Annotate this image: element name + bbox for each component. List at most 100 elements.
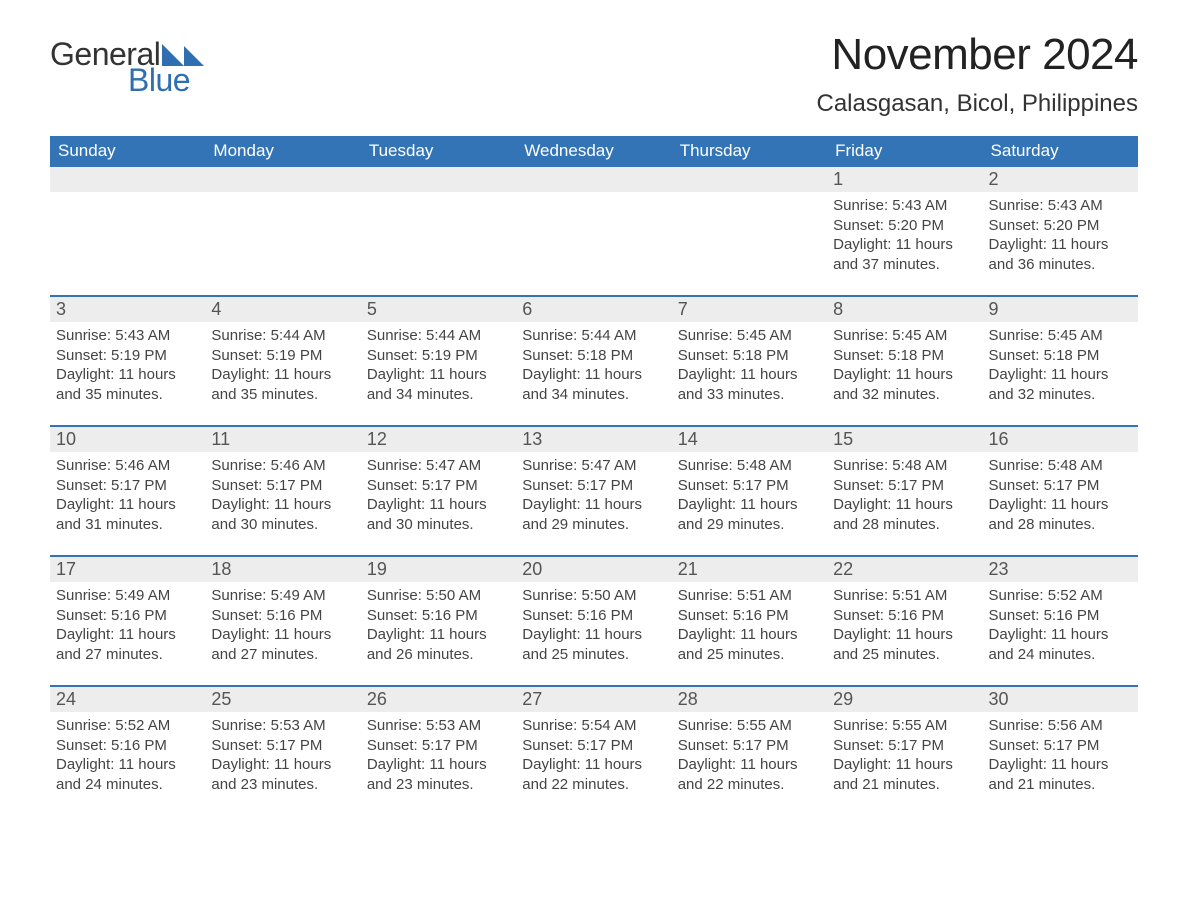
day-number	[516, 167, 671, 192]
day-details: Sunrise: 5:43 AMSunset: 5:20 PMDaylight:…	[827, 192, 982, 280]
day-cell: 10Sunrise: 5:46 AMSunset: 5:17 PMDayligh…	[50, 427, 205, 555]
day-day1: Daylight: 11 hours	[678, 495, 821, 515]
day-day2: and 25 minutes.	[678, 645, 821, 665]
day-sunset: Sunset: 5:16 PM	[367, 606, 510, 626]
day-day2: and 21 minutes.	[833, 775, 976, 795]
day-number: 26	[361, 687, 516, 712]
day-sunrise: Sunrise: 5:48 AM	[833, 456, 976, 476]
day-day2: and 28 minutes.	[989, 515, 1132, 535]
day-details: Sunrise: 5:55 AMSunset: 5:17 PMDaylight:…	[672, 712, 827, 800]
day-cell: 16Sunrise: 5:48 AMSunset: 5:17 PMDayligh…	[983, 427, 1138, 555]
logo-blue-text: Blue	[128, 64, 204, 96]
day-cell: 11Sunrise: 5:46 AMSunset: 5:17 PMDayligh…	[205, 427, 360, 555]
day-day1: Daylight: 11 hours	[56, 755, 199, 775]
day-day2: and 27 minutes.	[211, 645, 354, 665]
day-sunset: Sunset: 5:20 PM	[833, 216, 976, 236]
day-sunset: Sunset: 5:16 PM	[989, 606, 1132, 626]
day-cell: 4Sunrise: 5:44 AMSunset: 5:19 PMDaylight…	[205, 297, 360, 425]
day-sunrise: Sunrise: 5:44 AM	[367, 326, 510, 346]
day-number: 11	[205, 427, 360, 452]
day-cell: 21Sunrise: 5:51 AMSunset: 5:16 PMDayligh…	[672, 557, 827, 685]
day-details: Sunrise: 5:45 AMSunset: 5:18 PMDaylight:…	[827, 322, 982, 410]
day-cell: 7Sunrise: 5:45 AMSunset: 5:18 PMDaylight…	[672, 297, 827, 425]
day-details: Sunrise: 5:53 AMSunset: 5:17 PMDaylight:…	[361, 712, 516, 800]
day-number: 1	[827, 167, 982, 192]
day-sunrise: Sunrise: 5:53 AM	[367, 716, 510, 736]
day-sunrise: Sunrise: 5:50 AM	[522, 586, 665, 606]
day-sunrise: Sunrise: 5:44 AM	[211, 326, 354, 346]
day-sunset: Sunset: 5:16 PM	[833, 606, 976, 626]
day-day2: and 33 minutes.	[678, 385, 821, 405]
day-number: 13	[516, 427, 671, 452]
day-details: Sunrise: 5:53 AMSunset: 5:17 PMDaylight:…	[205, 712, 360, 800]
day-day1: Daylight: 11 hours	[989, 365, 1132, 385]
day-day2: and 24 minutes.	[989, 645, 1132, 665]
day-day1: Daylight: 11 hours	[56, 495, 199, 515]
day-day2: and 21 minutes.	[989, 775, 1132, 795]
day-day1: Daylight: 11 hours	[989, 755, 1132, 775]
day-sunrise: Sunrise: 5:56 AM	[989, 716, 1132, 736]
day-cell-empty	[672, 167, 827, 295]
day-day1: Daylight: 11 hours	[989, 625, 1132, 645]
day-number: 19	[361, 557, 516, 582]
day-cell: 18Sunrise: 5:49 AMSunset: 5:16 PMDayligh…	[205, 557, 360, 685]
day-sunrise: Sunrise: 5:55 AM	[678, 716, 821, 736]
day-cell: 15Sunrise: 5:48 AMSunset: 5:17 PMDayligh…	[827, 427, 982, 555]
day-details: Sunrise: 5:45 AMSunset: 5:18 PMDaylight:…	[983, 322, 1138, 410]
day-details: Sunrise: 5:47 AMSunset: 5:17 PMDaylight:…	[516, 452, 671, 540]
weekday-tuesday: Tuesday	[361, 136, 516, 167]
day-cell-empty	[50, 167, 205, 295]
day-sunset: Sunset: 5:18 PM	[522, 346, 665, 366]
day-sunset: Sunset: 5:16 PM	[56, 736, 199, 756]
day-sunset: Sunset: 5:17 PM	[678, 736, 821, 756]
day-day2: and 34 minutes.	[522, 385, 665, 405]
day-number	[50, 167, 205, 192]
day-sunset: Sunset: 5:16 PM	[678, 606, 821, 626]
day-number: 20	[516, 557, 671, 582]
day-sunset: Sunset: 5:19 PM	[367, 346, 510, 366]
day-cell: 28Sunrise: 5:55 AMSunset: 5:17 PMDayligh…	[672, 687, 827, 815]
day-day1: Daylight: 11 hours	[56, 625, 199, 645]
day-sunrise: Sunrise: 5:48 AM	[989, 456, 1132, 476]
calendar: SundayMondayTuesdayWednesdayThursdayFrid…	[50, 136, 1138, 815]
day-day1: Daylight: 11 hours	[522, 495, 665, 515]
day-details: Sunrise: 5:44 AMSunset: 5:19 PMDaylight:…	[205, 322, 360, 410]
day-details: Sunrise: 5:50 AMSunset: 5:16 PMDaylight:…	[361, 582, 516, 670]
day-sunset: Sunset: 5:16 PM	[56, 606, 199, 626]
day-day2: and 32 minutes.	[989, 385, 1132, 405]
day-day2: and 30 minutes.	[211, 515, 354, 535]
day-sunrise: Sunrise: 5:46 AM	[211, 456, 354, 476]
day-cell-empty	[361, 167, 516, 295]
day-sunrise: Sunrise: 5:49 AM	[56, 586, 199, 606]
day-day1: Daylight: 11 hours	[678, 625, 821, 645]
day-sunrise: Sunrise: 5:51 AM	[678, 586, 821, 606]
weekday-saturday: Saturday	[983, 136, 1138, 167]
day-day2: and 22 minutes.	[522, 775, 665, 795]
day-sunset: Sunset: 5:18 PM	[833, 346, 976, 366]
day-sunrise: Sunrise: 5:55 AM	[833, 716, 976, 736]
day-details: Sunrise: 5:44 AMSunset: 5:18 PMDaylight:…	[516, 322, 671, 410]
day-cell-empty	[205, 167, 360, 295]
day-sunrise: Sunrise: 5:52 AM	[56, 716, 199, 736]
day-cell-empty	[516, 167, 671, 295]
day-sunset: Sunset: 5:18 PM	[678, 346, 821, 366]
day-details: Sunrise: 5:43 AMSunset: 5:20 PMDaylight:…	[983, 192, 1138, 280]
day-sunset: Sunset: 5:16 PM	[211, 606, 354, 626]
day-day2: and 27 minutes.	[56, 645, 199, 665]
day-details: Sunrise: 5:46 AMSunset: 5:17 PMDaylight:…	[205, 452, 360, 540]
day-number: 16	[983, 427, 1138, 452]
day-sunset: Sunset: 5:17 PM	[678, 476, 821, 496]
day-details: Sunrise: 5:46 AMSunset: 5:17 PMDaylight:…	[50, 452, 205, 540]
day-sunset: Sunset: 5:17 PM	[522, 736, 665, 756]
day-details: Sunrise: 5:44 AMSunset: 5:19 PMDaylight:…	[361, 322, 516, 410]
weekday-friday: Friday	[827, 136, 982, 167]
day-day2: and 35 minutes.	[56, 385, 199, 405]
week-row: 3Sunrise: 5:43 AMSunset: 5:19 PMDaylight…	[50, 295, 1138, 425]
day-number: 9	[983, 297, 1138, 322]
day-day1: Daylight: 11 hours	[833, 365, 976, 385]
day-number: 25	[205, 687, 360, 712]
day-cell: 14Sunrise: 5:48 AMSunset: 5:17 PMDayligh…	[672, 427, 827, 555]
day-sunrise: Sunrise: 5:54 AM	[522, 716, 665, 736]
day-day2: and 30 minutes.	[367, 515, 510, 535]
day-sunset: Sunset: 5:17 PM	[989, 736, 1132, 756]
